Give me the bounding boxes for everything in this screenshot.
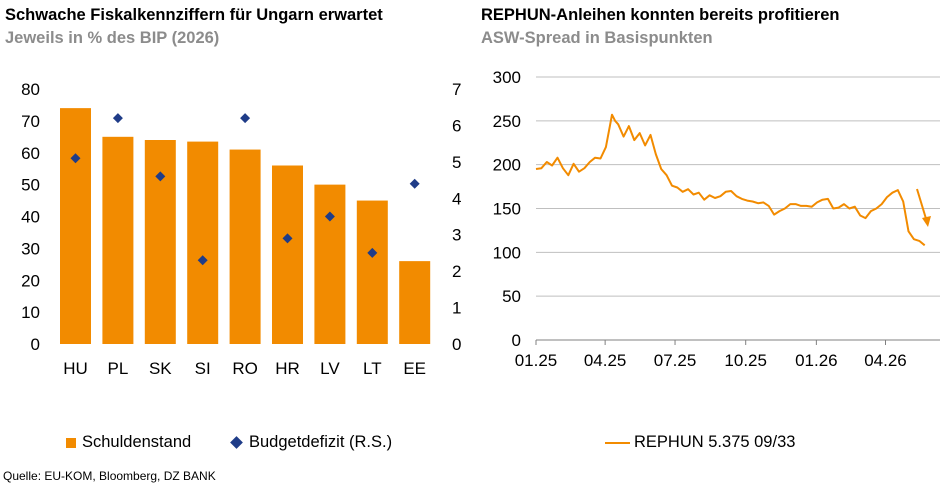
fiscal-bar-chart: 0 10 20 30 40 50 60 70 80 0 1 2 3 4 5 6 7 HU PL SK SI RO HR LV L… bbox=[21, 80, 461, 378]
source-note: Quelle: EU-KOM, Bloomberg, DZ BANK bbox=[3, 469, 216, 483]
left-y-tick-label: 10 bbox=[21, 303, 40, 322]
right-y-tick-label: 1 bbox=[452, 299, 461, 318]
right-y-tick-label: 7 bbox=[452, 80, 461, 99]
debt-bar bbox=[399, 261, 431, 344]
x-tick-label: 04.25 bbox=[584, 351, 627, 370]
deficit-marker bbox=[324, 211, 335, 222]
category-tick-label: HU bbox=[63, 359, 88, 378]
legend-series: REPHUN 5.375 09/33 bbox=[605, 433, 795, 452]
debt-bar bbox=[356, 200, 388, 344]
annotation-arrow-shaft bbox=[916, 188, 928, 223]
debt-bar bbox=[314, 184, 346, 344]
debt-bar bbox=[60, 108, 91, 344]
right-y-tick-label: 2 bbox=[452, 262, 461, 281]
left-y-tick-label: 70 bbox=[21, 112, 40, 131]
right-chart-subtitle: ASW-Spread in Basispunkten bbox=[481, 29, 713, 47]
category-tick-label: SK bbox=[149, 359, 172, 378]
legend-line-swatch bbox=[605, 441, 630, 444]
left-y-tick-label: 80 bbox=[21, 80, 40, 99]
right-y-tick-label: 0 bbox=[452, 335, 461, 354]
left-y-tick-label: 30 bbox=[21, 239, 40, 258]
left-y-tick-label: 60 bbox=[21, 144, 40, 163]
right-chart-y-tick-label: 300 bbox=[493, 68, 521, 87]
left-y-tick-label: 50 bbox=[21, 176, 40, 195]
x-tick-label: 07.25 bbox=[654, 351, 697, 370]
category-tick-label: LT bbox=[363, 359, 382, 378]
x-tick-label: 04.26 bbox=[864, 351, 907, 370]
category-tick-label: PL bbox=[108, 359, 129, 378]
category-tick-label: EE bbox=[403, 359, 426, 378]
deficit-marker bbox=[282, 233, 293, 244]
right-y-tick-label: 6 bbox=[452, 116, 461, 135]
deficit-marker bbox=[112, 113, 123, 124]
right-chart-y-tick-label: 50 bbox=[502, 287, 521, 306]
right-chart-y-tick-label: 0 bbox=[512, 331, 521, 350]
x-tick-label: 01.26 bbox=[795, 351, 838, 370]
right-chart-y-tick-label: 100 bbox=[493, 243, 521, 262]
deficit-marker bbox=[367, 247, 378, 258]
legend-deficit-label: Budgetdefizit (R.S.) bbox=[249, 433, 393, 451]
legend-deficit: Budgetdefizit (R.S.) bbox=[230, 433, 392, 452]
left-y-tick-label: 40 bbox=[21, 208, 40, 227]
legend-bar-swatch bbox=[66, 437, 76, 448]
rephun-spread-line bbox=[535, 113, 926, 247]
legend-debt: Schuldenstand bbox=[66, 433, 191, 452]
right-y-tick-label: 5 bbox=[452, 153, 461, 172]
legend-diamond-swatch bbox=[230, 436, 243, 449]
right-chart-y-tick-label: 200 bbox=[493, 156, 521, 175]
right-chart-y-tick-label: 250 bbox=[493, 112, 521, 131]
deficit-marker bbox=[70, 153, 81, 164]
deficit-marker bbox=[409, 178, 420, 189]
debt-bar bbox=[187, 141, 219, 344]
right-y-tick-label: 4 bbox=[452, 189, 461, 208]
debt-bar bbox=[272, 165, 303, 344]
annotation-arrow-head bbox=[922, 216, 931, 227]
spread-line-chart: 0 50 100 150 200 250 300 01.25 04.25 07.25 10.25 01… bbox=[493, 68, 940, 370]
right-chart-title: REPHUN-Anleihen konnten bereits profitie… bbox=[481, 6, 840, 24]
category-tick-label: SI bbox=[195, 359, 211, 378]
right-chart-y-tick-label: 150 bbox=[493, 200, 521, 219]
debt-bar bbox=[102, 136, 134, 344]
left-chart-title: Schwache Fiskalkennziffern für Ungarn er… bbox=[5, 6, 383, 24]
deficit-marker bbox=[197, 255, 208, 266]
category-tick-label: RO bbox=[232, 359, 258, 378]
left-y-tick-label: 0 bbox=[31, 335, 40, 354]
deficit-marker bbox=[240, 113, 251, 124]
right-y-tick-label: 3 bbox=[452, 226, 461, 245]
debt-bar bbox=[229, 149, 261, 344]
deficit-marker bbox=[155, 171, 166, 182]
legend-debt-label: Schuldenstand bbox=[82, 433, 192, 451]
left-chart-subtitle: Jeweils in % des BIP (2026) bbox=[5, 29, 220, 47]
legend-series-label: REPHUN 5.375 09/33 bbox=[634, 433, 796, 451]
left-y-tick-label: 20 bbox=[21, 271, 40, 290]
category-tick-label: HR bbox=[275, 359, 300, 378]
x-tick-label: 01.25 bbox=[515, 351, 558, 370]
x-tick-label: 10.25 bbox=[724, 351, 767, 370]
category-tick-label: LV bbox=[320, 359, 340, 378]
